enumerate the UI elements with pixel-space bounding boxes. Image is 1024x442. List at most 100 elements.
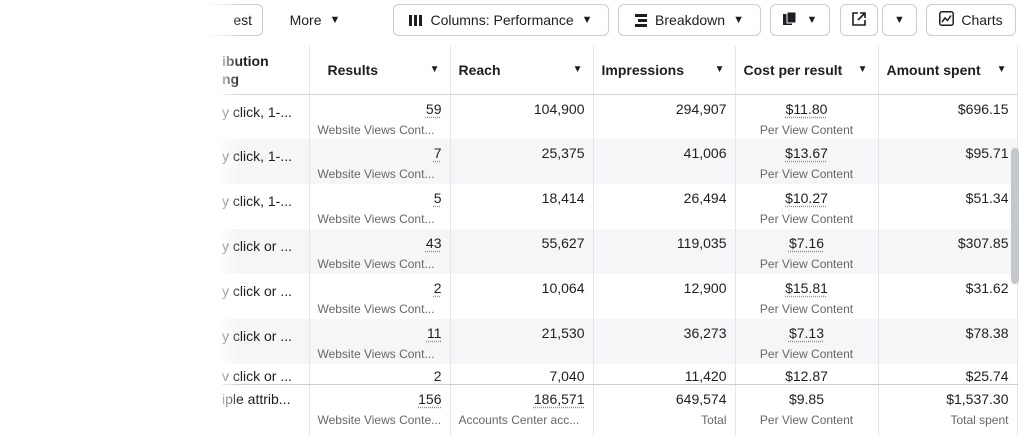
results-column-header[interactable]: Results ▼: [309, 46, 451, 95]
charts-button[interactable]: Charts: [926, 4, 1016, 36]
total-row: iple attrib... 156 Website Views Conte...…: [222, 384, 1018, 436]
reach-header-label: Reach: [458, 61, 501, 78]
attribution-cell: y click or ...: [222, 274, 310, 319]
more-button[interactable]: More ▼: [280, 4, 350, 36]
attribution-header-line2: ng: [222, 70, 240, 87]
results-value[interactable]: 2: [433, 280, 442, 296]
caret-down-icon: ▼: [581, 14, 593, 26]
vertical-scrollbar[interactable]: [1011, 148, 1019, 284]
cost-value[interactable]: $11.80: [785, 100, 828, 117]
total-results-sub: Website Views Conte...: [317, 412, 442, 427]
partial-toolbar-button[interactable]: est: [206, 4, 263, 36]
cost-per-result-column-header[interactable]: Cost per result ▼: [735, 46, 879, 95]
attribution-cell: y click, 1-...: [222, 184, 310, 229]
results-value[interactable]: 7: [433, 145, 442, 161]
attribution-cell: y click, 1-...: [222, 139, 310, 184]
results-cell: 7 Website Views Cont...: [309, 139, 451, 184]
total-impressions-cell: 649,574 Total: [593, 384, 736, 436]
results-sub: Website Views Cont...: [317, 257, 435, 271]
sort-caret-icon[interactable]: ▼: [714, 64, 725, 76]
spent-header-label: Amount spent: [886, 61, 981, 78]
export-dropdown-button[interactable]: ▼: [882, 4, 917, 36]
impressions-cell: 294,907: [593, 94, 736, 139]
cost-per-result-cell: $13.67 Per View Content: [735, 139, 879, 184]
impressions-header-label: Impressions: [601, 61, 684, 78]
cost-sub: Per View Content: [759, 302, 854, 316]
table-row[interactable]: y click or ... 11 Website Views Cont... 21,…: [222, 319, 1018, 364]
reach-cell: 7,040: [450, 364, 594, 385]
amount-spent-cell: $25.74: [878, 364, 1018, 385]
table-row[interactable]: y click or ... 43 Website Views Cont... 55,…: [222, 229, 1018, 274]
total-spent-value: $1,537.30: [946, 390, 1009, 407]
sort-caret-icon[interactable]: ▼: [572, 64, 583, 76]
attribution-cell: v click or ...: [222, 364, 310, 385]
impressions-cell: 36,273: [593, 319, 736, 364]
cost-per-result-cell: $15.81 Per View Content: [735, 274, 879, 319]
results-header-label: Results: [327, 61, 379, 78]
cost-value[interactable]: $15.81: [785, 280, 828, 296]
results-value[interactable]: 11: [426, 325, 442, 341]
attribution-cell: y click, 1-...: [222, 94, 310, 139]
chart-icon: [939, 11, 955, 29]
cost-value[interactable]: $10.27: [785, 190, 828, 206]
reports-button[interactable]: ▼: [770, 4, 830, 36]
reach-cell: 104,900: [450, 94, 594, 139]
attribution-header-line1: ibution: [222, 52, 269, 69]
reach-cell: 10,064: [450, 274, 594, 319]
cost-value[interactable]: $13.67: [785, 145, 828, 161]
total-cost-cell: $9.85 Per View Content: [735, 384, 879, 436]
breakdown-button-label: Breakdown: [655, 12, 726, 28]
sort-caret-icon[interactable]: ▼: [857, 64, 868, 76]
breakdown-button[interactable]: Breakdown ▼: [618, 4, 761, 36]
results-value[interactable]: 59: [425, 100, 442, 117]
reach-cell: 21,530: [450, 319, 594, 364]
attribution-column-header[interactable]: ibution ng: [222, 46, 310, 95]
columns-button[interactable]: Columns: Performance ▼: [393, 4, 609, 36]
cost-header-label: Cost per result: [743, 61, 843, 78]
export-button[interactable]: [840, 4, 878, 36]
impressions-column-header[interactable]: Impressions ▼: [593, 46, 736, 95]
attribution-cell: y click or ...: [222, 319, 310, 364]
results-value[interactable]: 5: [433, 190, 442, 206]
impressions-cell: 41,006: [593, 139, 736, 184]
amount-spent-column-header[interactable]: Amount spent ▼: [878, 46, 1018, 95]
results-cell: 5 Website Views Cont...: [309, 184, 451, 229]
results-sub: Website Views Cont...: [317, 302, 435, 316]
total-results-cell: 156 Website Views Conte...: [309, 384, 451, 436]
toolbar: est More ▼ Columns: Performance ▼ Breakdow…: [0, 0, 1024, 44]
total-results-value[interactable]: 156: [418, 390, 442, 407]
results-sub: Website Views Cont...: [317, 347, 435, 361]
cost-per-result-cell: $10.27 Per View Content: [735, 184, 879, 229]
table-header-row: ibution ng Results ▼ Reach ▼ Impressions ▼ …: [222, 46, 1018, 95]
sort-caret-icon[interactable]: ▼: [429, 64, 440, 76]
results-cell: 2 Website Views Cont...: [309, 274, 451, 319]
reach-cell: 18,414: [450, 184, 594, 229]
cost-sub: Per View Content: [759, 347, 854, 361]
partial-toolbar-button-label: est: [233, 12, 252, 28]
total-reach-value[interactable]: 186,571: [533, 390, 585, 407]
cost-sub: Per View Content: [759, 212, 854, 226]
results-value[interactable]: 43: [425, 235, 442, 251]
caret-down-icon: ▼: [329, 14, 341, 26]
impressions-cell: 26,494: [593, 184, 736, 229]
reach-column-header[interactable]: Reach ▼: [450, 46, 594, 95]
sort-caret-icon[interactable]: ▼: [996, 64, 1007, 76]
cost-value[interactable]: $7.16: [788, 235, 825, 251]
left-fade-overlay: [0, 0, 240, 442]
caret-down-icon: ▼: [894, 14, 905, 26]
results-cell: 43 Website Views Cont...: [309, 229, 451, 274]
cost-per-result-cell: $7.16 Per View Content: [735, 229, 879, 274]
performance-table: ibution ng Results ▼ Reach ▼ Impressions ▼ …: [222, 46, 1018, 436]
impressions-cell: 119,035: [593, 229, 736, 274]
table-row[interactable]: y click, 1-... 5 Website Views Cont... 18,4…: [222, 184, 1018, 229]
impressions-cell: 12,900: [593, 274, 736, 319]
table-row[interactable]: y click, 1-... 59 Website Views Cont... 104…: [222, 94, 1018, 139]
amount-spent-cell: $31.62: [878, 274, 1018, 319]
table-row[interactable]: y click, 1-... 7 Website Views Cont... 25,3…: [222, 139, 1018, 184]
total-impressions-sub: Total: [701, 412, 727, 427]
total-impressions-value: 649,574: [675, 390, 727, 407]
table-row[interactable]: y click or ... 2 Website Views Cont... 10,0…: [222, 274, 1018, 319]
table-row[interactable]: v click or ... 2 7,040 11,420 $12.87 $25…: [222, 364, 1018, 385]
cost-value[interactable]: $7.13: [788, 325, 825, 341]
reports-icon: [782, 11, 799, 29]
